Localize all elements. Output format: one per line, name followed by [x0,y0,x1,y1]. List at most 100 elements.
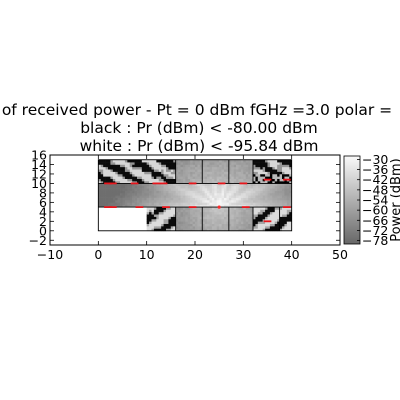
map-cell [243,179,246,182]
map-cell [200,195,203,198]
transmitter-marker [218,206,221,209]
map-cell [275,214,278,217]
map-cell [178,193,181,196]
map-cell [113,217,116,220]
map-cell [193,162,196,165]
map-cell [248,200,251,203]
map-cell [239,167,242,170]
map-cell [156,202,159,205]
map-cell [224,212,227,215]
map-cell [115,191,118,194]
map-cell [222,172,225,175]
map-cell [226,195,229,198]
map-cell [280,172,283,175]
map-cell [181,167,184,170]
map-cell [127,195,130,198]
map-cell [200,202,203,205]
map-cell [258,188,261,191]
map-cell [161,174,164,177]
map-cell [171,214,174,217]
map-cell [181,193,184,196]
map-cell [246,174,249,177]
map-cell [260,209,263,212]
map-cell [181,186,184,189]
map-cell [120,224,123,227]
map-cell [248,186,251,189]
map-cell [207,176,210,179]
map-cell [159,224,162,227]
map-cell [234,169,237,172]
map-cell [159,162,162,165]
map-cell [248,221,251,224]
map-cell [193,195,196,198]
map-cell [188,162,191,165]
map-cell [156,169,159,172]
map-cell [214,164,217,167]
map-cell [268,164,271,167]
map-cell [272,174,275,177]
map-cell [246,219,249,222]
map-cell [127,191,130,194]
map-cell [268,226,271,229]
map-cell [236,224,239,227]
map-cell [219,200,222,203]
map-cell [132,167,135,170]
map-cell [193,212,196,215]
map-cell [251,193,254,196]
map-cell [103,164,106,167]
map-cell [270,209,273,212]
map-cell [193,179,196,182]
map-cell [241,169,244,172]
map-cell [193,172,196,175]
map-cell [284,214,287,217]
map-cell [164,214,167,217]
map-cell [144,164,147,167]
map-cell [152,224,155,227]
map-cell [118,179,121,182]
map-cell [224,162,227,165]
map-cell [144,219,147,222]
map-cell [132,191,135,194]
map-cell [149,167,152,170]
map-cell [127,202,130,205]
map-cell [147,219,150,222]
map-cell [236,219,239,222]
map-cell [159,217,162,220]
map-cell [275,212,278,215]
map-cell [149,224,152,227]
map-cell [120,193,123,196]
map-cell [217,224,220,227]
map-cell [219,224,222,227]
map-cell [236,212,239,215]
map-cell [260,198,263,201]
map-cell [260,172,263,175]
map-cell [197,195,200,198]
colorbar-tick-label: −78 [362,233,388,248]
map-cell [248,191,251,194]
map-cell [275,219,278,222]
map-cell [183,167,186,170]
map-cell [120,212,123,215]
map-cell [139,209,142,212]
map-cell [243,217,246,220]
map-cell [241,162,244,165]
map-cell [161,202,164,205]
map-cell [193,167,196,170]
map-cell [137,169,140,172]
map-cell [185,176,188,179]
map-cell [130,186,133,189]
map-cell [147,167,150,170]
map-cell [147,224,150,227]
map-cell [127,186,130,189]
map-cell [284,224,287,227]
map-cell [110,164,113,167]
map-cell [210,209,213,212]
map-cell [231,212,234,215]
map-cell [159,209,162,212]
map-cell [272,172,275,175]
map-cell [178,179,181,182]
map-cell [168,172,171,175]
map-cell [123,219,126,222]
map-cell [144,198,147,201]
map-cell [236,174,239,177]
